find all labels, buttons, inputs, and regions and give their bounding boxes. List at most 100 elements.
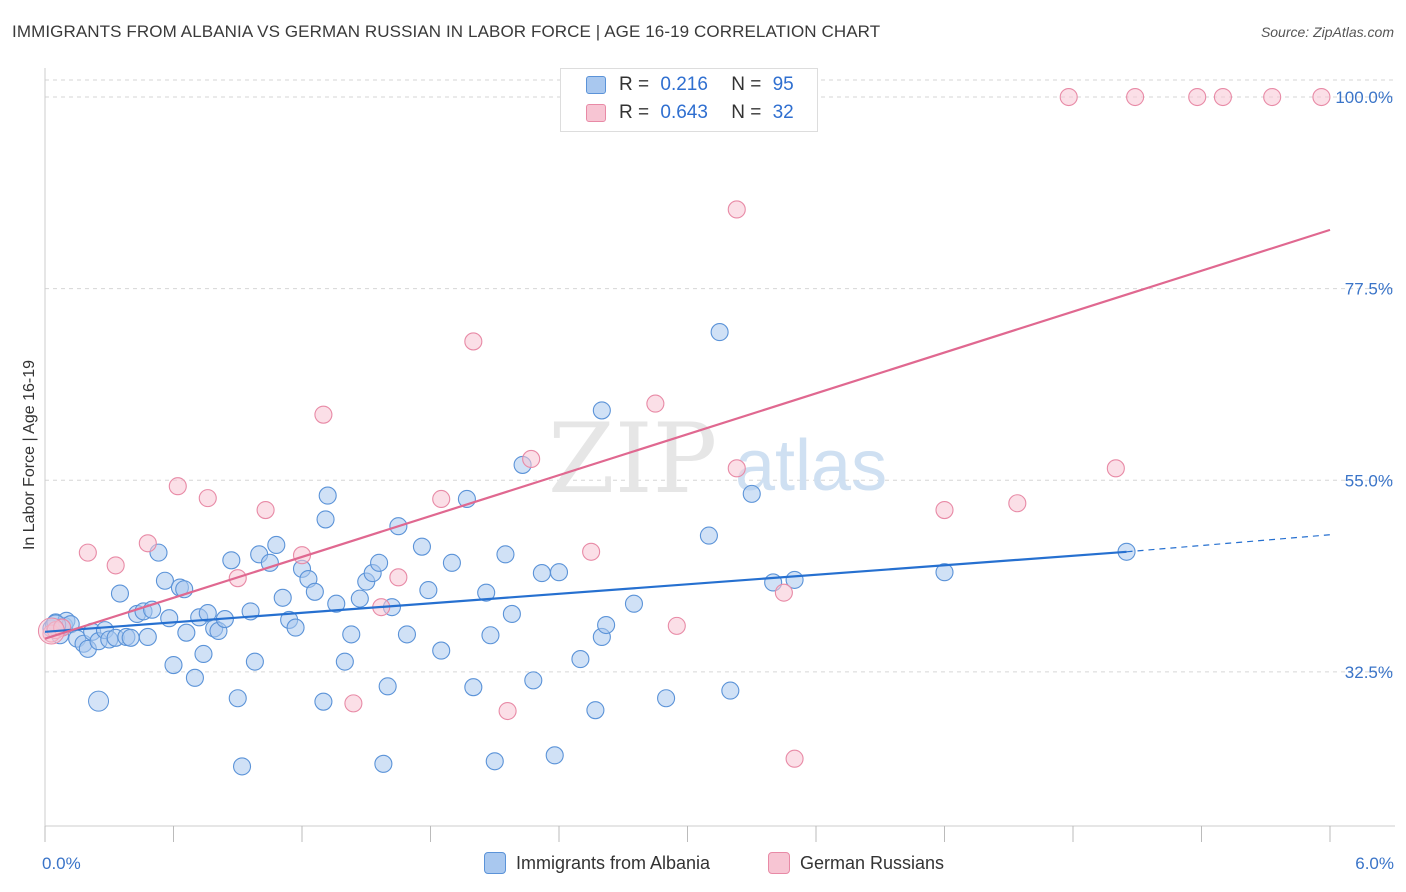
- german-russian-point: [646, 394, 665, 413]
- albania-point: [412, 537, 431, 556]
- albania-point: [316, 510, 335, 529]
- axes: [44, 68, 1395, 842]
- correlation-legend: R = 0.216 N = 95 R = 0.643 N = 32: [560, 68, 818, 132]
- x-tick-label: 0.0%: [42, 854, 81, 873]
- albania-point: [721, 681, 740, 700]
- albania-point: [432, 641, 451, 660]
- albania-point: [198, 604, 217, 623]
- albania-point: [597, 615, 616, 635]
- bottom-legend-german-russians: German Russians: [768, 852, 944, 874]
- albania-point: [314, 692, 333, 711]
- legend-row-german-russians: R = 0.643 N = 32: [586, 101, 794, 125]
- german-russian-trend-line: [44, 228, 1331, 640]
- german-russian-point: [1008, 494, 1027, 513]
- albania-point: [592, 401, 611, 420]
- source-credit: Source: ZipAtlas.com: [1260, 24, 1394, 40]
- albania-point: [586, 701, 605, 720]
- albania-point: [481, 626, 500, 645]
- albania-point: [228, 689, 247, 708]
- albania-point: [138, 627, 157, 646]
- german-russian-point: [1188, 87, 1207, 107]
- german-russian-point: [785, 749, 804, 768]
- albania-point: [110, 584, 130, 603]
- albania-legend-label: Immigrants from Albania: [516, 852, 711, 873]
- x-tick-label: 6.0%: [1355, 854, 1394, 873]
- german-russian-point: [727, 459, 746, 478]
- albania-point: [327, 594, 346, 613]
- tick-labels: 32.5% 55.0% 77.5% 100.0% 0.0% 6.0%: [42, 88, 1394, 873]
- albania-point: [318, 486, 337, 505]
- german-russian-point: [498, 701, 517, 721]
- albania-point: [335, 652, 354, 671]
- german-russian-point: [314, 405, 333, 424]
- albania-point: [571, 650, 590, 669]
- albania-point: [485, 752, 504, 771]
- german-russian-point: [256, 501, 275, 520]
- german-russian-point: [1312, 87, 1331, 107]
- german-russians-legend-label: German Russians: [800, 852, 945, 873]
- albania-point: [624, 594, 644, 613]
- n-value-german-russians: 32: [772, 102, 794, 123]
- german-russian-point: [464, 332, 483, 351]
- albania-point: [370, 553, 389, 572]
- albania-point: [164, 655, 183, 675]
- german-russian-point: [935, 501, 954, 520]
- r-value-albania: 0.216: [660, 74, 708, 95]
- y-tick-label: 55.0%: [1345, 471, 1393, 490]
- german-russian-point: [774, 583, 793, 602]
- r-value-german-russians: 0.643: [660, 102, 708, 123]
- german-russian-point: [1106, 459, 1125, 478]
- albania-point: [350, 589, 369, 608]
- n-label: N =: [731, 102, 762, 123]
- albania-trend-extension: [1126, 534, 1331, 553]
- albania-point: [442, 553, 461, 572]
- albania-point: [185, 668, 204, 687]
- albania-point: [378, 677, 397, 696]
- albania-point: [194, 644, 213, 664]
- albania-trend-line: [44, 550, 1127, 633]
- albania-point: [419, 581, 438, 600]
- n-label: N =: [731, 74, 762, 95]
- albania-point: [245, 652, 264, 671]
- german-russian-point: [344, 694, 363, 713]
- albania-point: [374, 754, 393, 773]
- trend-lines: [44, 228, 1331, 640]
- albania-point: [177, 623, 196, 642]
- y-tick-label: 77.5%: [1345, 280, 1393, 299]
- albania-point: [464, 678, 483, 697]
- german-russian-point: [389, 568, 408, 587]
- albania-point: [121, 628, 140, 647]
- german-russian-point: [198, 489, 217, 508]
- german-russian-point: [168, 477, 187, 496]
- albania-point: [935, 563, 954, 582]
- watermark-zip: ZIP: [548, 403, 717, 515]
- albania-point: [549, 563, 569, 582]
- albania-point: [502, 604, 521, 624]
- albania-point: [710, 323, 729, 342]
- albania-point: [657, 689, 676, 708]
- german-russian-point: [106, 556, 125, 575]
- german-russians-legend-swatch: [768, 852, 790, 874]
- albania-point: [260, 553, 279, 572]
- albania-point: [699, 526, 718, 545]
- german-russian-point: [138, 534, 157, 553]
- albania-point: [267, 535, 286, 555]
- albania-point: [545, 746, 564, 765]
- albania-point: [88, 690, 110, 712]
- albania-point: [155, 571, 174, 590]
- albania-point: [222, 551, 241, 570]
- albania-point: [397, 625, 416, 644]
- albania-point: [286, 618, 305, 637]
- y-tick-label: 100.0%: [1335, 88, 1393, 107]
- german-russian-point: [1213, 87, 1232, 107]
- german-russians-swatch: [586, 104, 606, 122]
- german-russian-point: [727, 200, 746, 219]
- albania-point: [342, 625, 361, 644]
- albania-point: [477, 583, 496, 602]
- german-russian-point: [78, 543, 97, 562]
- r-label: R =: [619, 74, 650, 95]
- chart-title: IMMIGRANTS FROM ALBANIA VS GERMAN RUSSIA…: [12, 22, 881, 41]
- german-russian-point: [522, 449, 541, 469]
- german-russian-point: [1126, 87, 1145, 107]
